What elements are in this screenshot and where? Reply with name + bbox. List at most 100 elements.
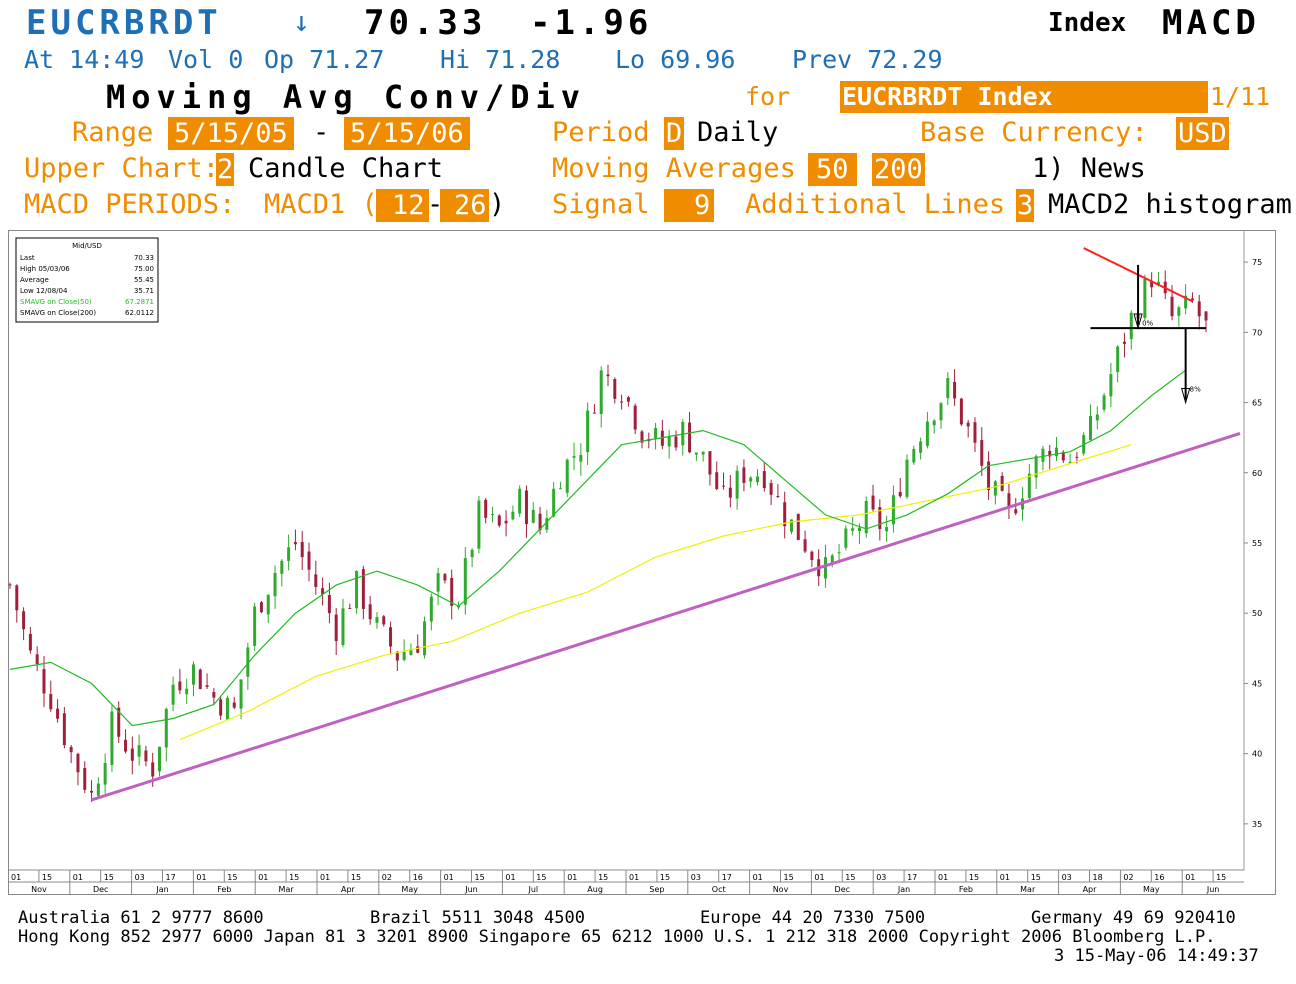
candle-body bbox=[572, 456, 576, 458]
candle-body bbox=[137, 745, 141, 757]
candle-body bbox=[423, 621, 427, 656]
candle-body bbox=[198, 669, 202, 689]
candle-body bbox=[484, 499, 488, 518]
candle-body bbox=[1190, 298, 1194, 301]
x-day-label: 16 bbox=[1154, 873, 1164, 882]
candle-body bbox=[742, 467, 746, 483]
footer-contacts: Hong Kong 852 2977 6000 Japan 81 3 3201 … bbox=[18, 927, 1216, 947]
candle-body bbox=[178, 681, 182, 691]
x-month-label: Feb bbox=[959, 885, 973, 894]
candle-body bbox=[300, 541, 304, 558]
signal-field[interactable]: 9 bbox=[664, 189, 715, 222]
legend-row-value: 62.0112 bbox=[125, 309, 154, 317]
macd1-fast-field[interactable]: 12 bbox=[376, 189, 429, 222]
y-tick-label: 65 bbox=[1252, 399, 1262, 408]
x-month-label: Feb bbox=[217, 885, 231, 894]
upper-chart-code-field[interactable]: 2 bbox=[216, 153, 235, 186]
candle-body bbox=[273, 572, 277, 597]
x-day-label: 15 bbox=[784, 873, 794, 882]
candle-body bbox=[715, 472, 719, 489]
candle-body bbox=[735, 470, 739, 499]
candle-body bbox=[538, 513, 542, 531]
range-start-field[interactable]: 5/15/05 bbox=[168, 117, 294, 150]
candle-body bbox=[368, 604, 372, 620]
candle-body bbox=[688, 422, 692, 453]
x-day-label: 01 bbox=[11, 873, 21, 882]
candle-body bbox=[552, 488, 556, 517]
candle-body bbox=[980, 439, 984, 466]
legend-row-value: 35.71 bbox=[134, 287, 154, 295]
x-month-label: Apr bbox=[341, 885, 356, 894]
candle-body bbox=[1102, 395, 1106, 410]
candle-body bbox=[1041, 448, 1045, 462]
security-field[interactable]: EUCRBRDT Index bbox=[840, 81, 1208, 113]
macd1-slow-field[interactable]: 26 bbox=[440, 189, 489, 222]
x-day-label: 03 bbox=[876, 873, 886, 882]
page-title: Moving Avg Conv/Div bbox=[106, 78, 587, 116]
y-tick-label: 70 bbox=[1252, 328, 1262, 337]
candle-body bbox=[993, 481, 997, 496]
upper-chart-label: Upper Chart: bbox=[24, 153, 220, 184]
candle-body bbox=[497, 515, 501, 526]
candle-body bbox=[756, 476, 760, 483]
candle-body bbox=[327, 595, 331, 614]
candle-body bbox=[1007, 493, 1011, 507]
candle-body bbox=[1034, 456, 1038, 478]
macd-periods-label: MACD PERIODS: bbox=[24, 189, 236, 220]
price-chart[interactable]: 0% 8% 35 40 45 50 55 60 65 70 75 01 15 01 15 03 17 01 15… bbox=[7, 230, 1276, 895]
ma2-field[interactable]: 200 bbox=[872, 153, 925, 186]
base-currency-field[interactable]: USD bbox=[1176, 117, 1229, 150]
candle-body bbox=[1170, 296, 1174, 317]
candle-body bbox=[606, 374, 610, 377]
candle-body bbox=[851, 528, 855, 531]
candle-body bbox=[518, 488, 522, 514]
x-day-label: 01 bbox=[1185, 873, 1195, 882]
candle-body bbox=[613, 379, 617, 399]
legend-row-value: 67.2871 bbox=[125, 298, 154, 306]
candle-body bbox=[885, 527, 889, 532]
y-tick-label: 40 bbox=[1252, 750, 1262, 759]
range-label: Range bbox=[72, 117, 154, 148]
candle-body bbox=[660, 430, 664, 446]
x-month-label: Jan bbox=[897, 885, 910, 894]
x-day-label: 17 bbox=[166, 873, 176, 882]
candle-body bbox=[844, 528, 848, 548]
candle-body bbox=[83, 767, 87, 790]
candle-body bbox=[450, 577, 454, 606]
legend-row-label: Low 12/08/04 bbox=[20, 287, 68, 295]
y-tick-label: 55 bbox=[1252, 539, 1262, 548]
x-day-label: 15 bbox=[598, 873, 608, 882]
additional-lines-label: Additional Lines bbox=[745, 189, 1006, 220]
candle-body bbox=[402, 652, 406, 660]
candle-body bbox=[429, 596, 433, 622]
candle-body bbox=[878, 507, 882, 530]
candle-body bbox=[939, 403, 943, 421]
last-price: 70.33 bbox=[364, 3, 487, 43]
candle-body bbox=[361, 569, 365, 609]
legend-title: Mid/USD bbox=[72, 242, 102, 250]
range-end-field[interactable]: 5/15/06 bbox=[344, 117, 470, 150]
candle-body bbox=[558, 488, 562, 490]
candle-body bbox=[776, 495, 780, 497]
candle-body bbox=[219, 699, 223, 716]
period-code-field[interactable]: D bbox=[664, 117, 685, 150]
candle-body bbox=[1027, 473, 1031, 499]
stat-prev: Prev 72.29 bbox=[792, 45, 943, 74]
additional-lines-code-field[interactable]: 3 bbox=[1016, 189, 1035, 222]
x-day-label: 01 bbox=[629, 873, 639, 882]
x-day-label: 15 bbox=[42, 873, 52, 882]
news-link[interactable]: 1) News bbox=[1032, 153, 1146, 184]
candle-body bbox=[694, 452, 698, 455]
candle-body bbox=[90, 790, 94, 793]
candle-body bbox=[341, 608, 345, 645]
x-day-label: 15 bbox=[660, 873, 670, 882]
period-label: Period bbox=[552, 117, 650, 148]
candle-body bbox=[1129, 312, 1133, 340]
x-month-label: Apr bbox=[1083, 885, 1098, 894]
candle-body bbox=[35, 654, 39, 665]
stat-high: Hi 71.28 bbox=[440, 45, 561, 74]
candle-body bbox=[504, 520, 508, 524]
ma1-field[interactable]: 50 bbox=[808, 153, 857, 186]
x-day-label: 15 bbox=[227, 873, 237, 882]
candle-body bbox=[103, 762, 107, 785]
